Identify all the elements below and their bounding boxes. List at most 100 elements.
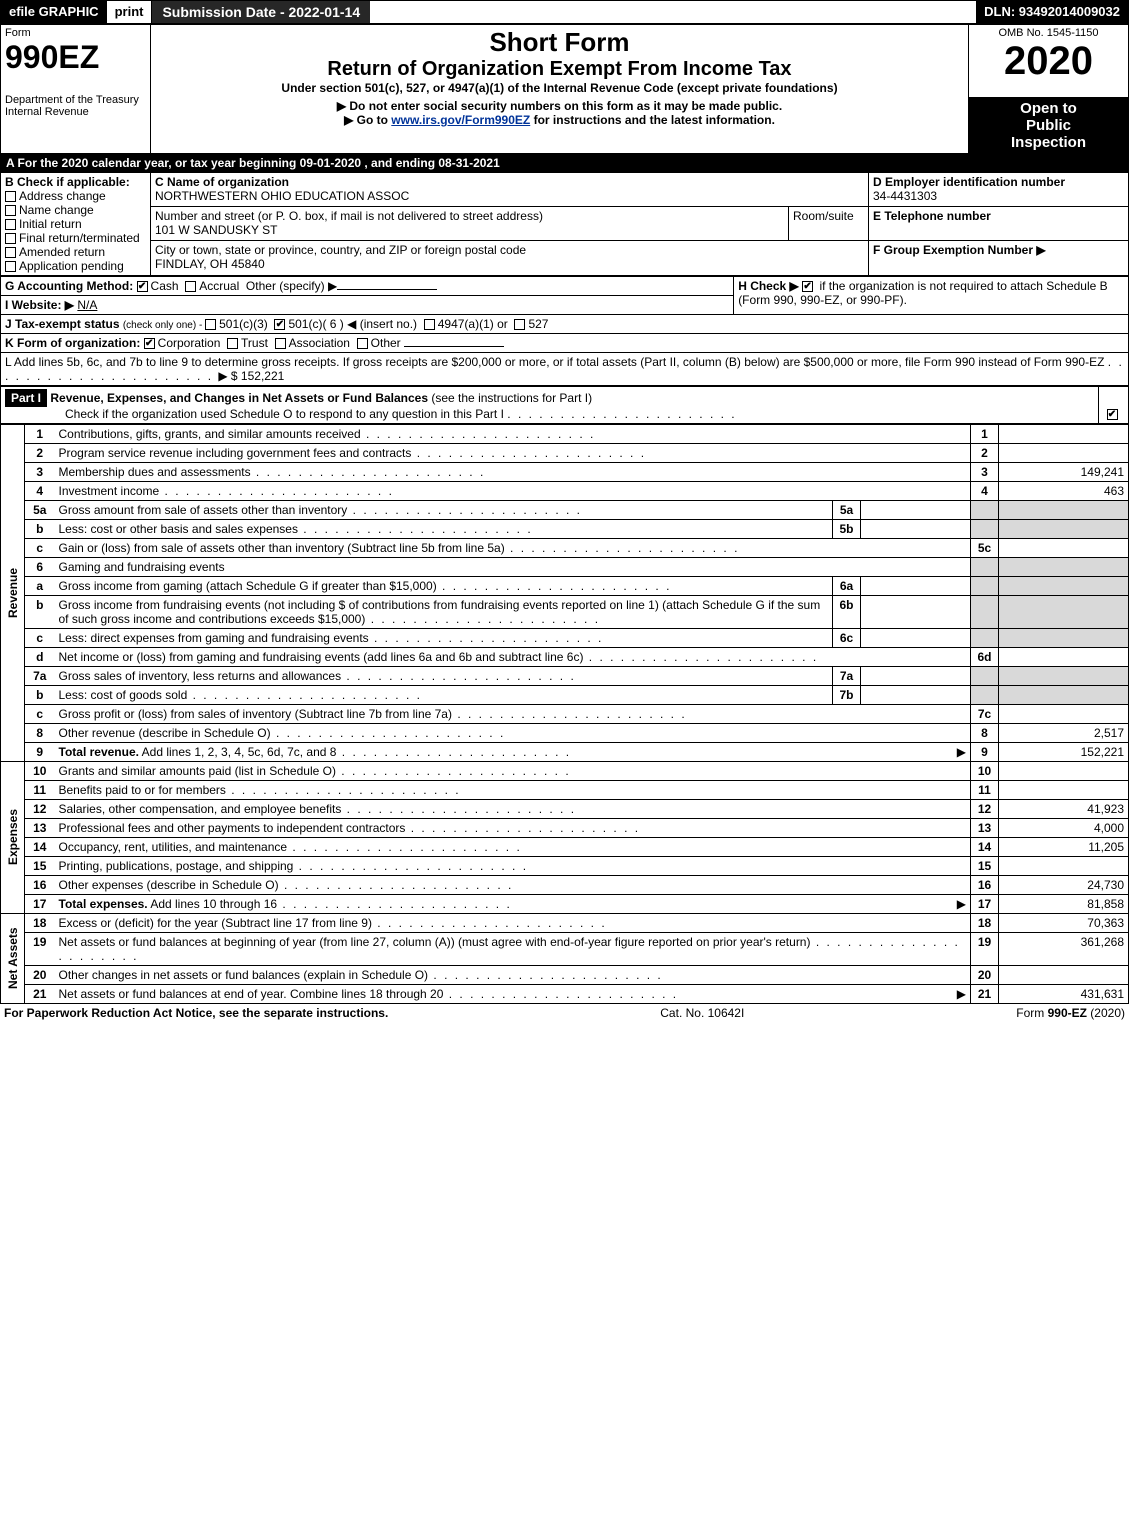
chk-final[interactable]: Final return/terminated bbox=[5, 231, 140, 245]
line-value: 431,631 bbox=[999, 984, 1129, 1003]
line-value: 24,730 bbox=[999, 875, 1129, 894]
table-row: aGross income from gaming (attach Schedu… bbox=[1, 576, 1129, 595]
line-value bbox=[999, 704, 1129, 723]
table-row: 9Total revenue. Add lines 1, 2, 3, 4, 5c… bbox=[1, 742, 1129, 761]
table-row: 5aGross amount from sale of assets other… bbox=[1, 500, 1129, 519]
line-number: 17 bbox=[25, 894, 55, 913]
line-desc: Other expenses (describe in Schedule O) bbox=[55, 875, 971, 894]
line-j-label: J Tax-exempt status bbox=[5, 317, 123, 331]
line-desc: Professional fees and other payments to … bbox=[55, 818, 971, 837]
part1-title: Revenue, Expenses, and Changes in Net As… bbox=[50, 391, 428, 405]
line-desc: Less: cost of goods sold bbox=[55, 685, 833, 704]
table-row: 20Other changes in net assets or fund ba… bbox=[1, 965, 1129, 984]
section-c-name-label: C Name of organization bbox=[155, 175, 289, 189]
line-ref: 9 bbox=[971, 742, 999, 761]
other-input[interactable] bbox=[337, 289, 437, 290]
top-bar: efile GRAPHIC print Submission Date - 20… bbox=[0, 0, 1129, 24]
chk-corp[interactable] bbox=[144, 338, 155, 349]
table-row: 4Investment income4463 bbox=[1, 481, 1129, 500]
form-word: Form bbox=[5, 27, 146, 39]
line-ref: 2 bbox=[971, 443, 999, 462]
note2: ▶ Go to www.irs.gov/Form990EZ for instru… bbox=[155, 113, 964, 127]
section-sidebar: Revenue bbox=[1, 424, 25, 761]
line-ref: 21 bbox=[971, 984, 999, 1003]
line-desc: Total revenue. Add lines 1, 2, 3, 4, 5c,… bbox=[55, 742, 971, 761]
table-row: 15Printing, publications, postage, and s… bbox=[1, 856, 1129, 875]
chk-501c3[interactable] bbox=[205, 319, 216, 330]
chk-pending[interactable]: Application pending bbox=[5, 259, 124, 273]
table-row: 6Gaming and fundraising events bbox=[1, 557, 1129, 576]
line-ref-grey bbox=[971, 500, 999, 519]
chk-accrual[interactable] bbox=[185, 281, 196, 292]
ein: 34-4431303 bbox=[873, 189, 937, 203]
chk-other-org[interactable] bbox=[357, 338, 368, 349]
part1-check-line: Check if the organization used Schedule … bbox=[5, 407, 504, 421]
line-desc: Salaries, other compensation, and employ… bbox=[55, 799, 971, 818]
section-d-label: D Employer identification number bbox=[873, 175, 1065, 189]
table-row: cGain or (loss) from sale of assets othe… bbox=[1, 538, 1129, 557]
sub-line-number: 6c bbox=[833, 628, 861, 647]
line-ref: 10 bbox=[971, 761, 999, 780]
sub-line-number: 6b bbox=[833, 595, 861, 628]
line-value bbox=[999, 443, 1129, 462]
line-value: 4,000 bbox=[999, 818, 1129, 837]
table-row: 14Occupancy, rent, utilities, and mainte… bbox=[1, 837, 1129, 856]
short-form-title: Short Form bbox=[155, 27, 964, 58]
line-h-label: H Check ▶ bbox=[738, 279, 799, 293]
table-row: bLess: cost of goods sold7b bbox=[1, 685, 1129, 704]
other-org-input[interactable] bbox=[404, 346, 504, 347]
note2-pre: ▶ Go to bbox=[344, 113, 391, 127]
line-number: 3 bbox=[25, 462, 55, 481]
line-desc: Excess or (deficit) for the year (Subtra… bbox=[55, 913, 971, 932]
table-row: 3Membership dues and assessments3149,241 bbox=[1, 462, 1129, 481]
addr: 101 W SANDUSKY ST bbox=[155, 223, 277, 237]
chk-amended[interactable]: Amended return bbox=[5, 245, 105, 259]
open3: Inspection bbox=[973, 134, 1124, 151]
table-row: 21Net assets or fund balances at end of … bbox=[1, 984, 1129, 1003]
irs-link[interactable]: www.irs.gov/Form990EZ bbox=[391, 113, 530, 127]
table-row: 13Professional fees and other payments t… bbox=[1, 818, 1129, 837]
line-l-text: L Add lines 5b, 6c, and 7b to line 9 to … bbox=[5, 355, 1104, 369]
line-ref: 4 bbox=[971, 481, 999, 500]
line-number: 20 bbox=[25, 965, 55, 984]
section-f-label: F Group Exemption Number ▶ bbox=[873, 243, 1046, 257]
line-number: 21 bbox=[25, 984, 55, 1003]
line-value: 149,241 bbox=[999, 462, 1129, 481]
chk-address[interactable]: Address change bbox=[5, 189, 106, 203]
chk-h[interactable] bbox=[802, 281, 813, 292]
chk-4947[interactable] bbox=[424, 319, 435, 330]
chk-schedule-o[interactable] bbox=[1107, 409, 1118, 420]
efile-label: efile GRAPHIC bbox=[1, 1, 107, 23]
footer-left: For Paperwork Reduction Act Notice, see … bbox=[4, 1006, 388, 1020]
dept-label: Department of the Treasury bbox=[5, 94, 146, 106]
line-ref-grey bbox=[971, 628, 999, 647]
period-row: A For the 2020 calendar year, or tax yea… bbox=[0, 154, 1129, 172]
print-label[interactable]: print bbox=[107, 1, 152, 23]
chk-cash[interactable] bbox=[137, 281, 148, 292]
line-number: 8 bbox=[25, 723, 55, 742]
chk-trust[interactable] bbox=[227, 338, 238, 349]
chk-initial[interactable]: Initial return bbox=[5, 217, 82, 231]
line-number: 10 bbox=[25, 761, 55, 780]
entity-block: B Check if applicable: Address change Na… bbox=[0, 172, 1129, 276]
line-number: c bbox=[25, 704, 55, 723]
table-row: dNet income or (loss) from gaming and fu… bbox=[1, 647, 1129, 666]
chk-name[interactable]: Name change bbox=[5, 203, 94, 217]
part1-header: Part I Revenue, Expenses, and Changes in… bbox=[0, 386, 1129, 424]
line-ref: 8 bbox=[971, 723, 999, 742]
line-desc: Occupancy, rent, utilities, and maintena… bbox=[55, 837, 971, 856]
line-value-grey bbox=[999, 685, 1129, 704]
line-number: b bbox=[25, 519, 55, 538]
line-number: 16 bbox=[25, 875, 55, 894]
chk-501c[interactable] bbox=[274, 319, 285, 330]
line-desc: Gross amount from sale of assets other t… bbox=[55, 500, 833, 519]
line-desc: Net assets or fund balances at end of ye… bbox=[55, 984, 971, 1003]
submission-date: Submission Date - 2022-01-14 bbox=[151, 1, 370, 23]
chk-527[interactable] bbox=[514, 319, 525, 330]
line-desc: Printing, publications, postage, and shi… bbox=[55, 856, 971, 875]
lines-g-l: G Accounting Method: Cash Accrual Other … bbox=[0, 276, 1129, 386]
sub-line-value bbox=[861, 628, 971, 647]
chk-assoc[interactable] bbox=[275, 338, 286, 349]
line-ref: 20 bbox=[971, 965, 999, 984]
sub-line-number: 5a bbox=[833, 500, 861, 519]
